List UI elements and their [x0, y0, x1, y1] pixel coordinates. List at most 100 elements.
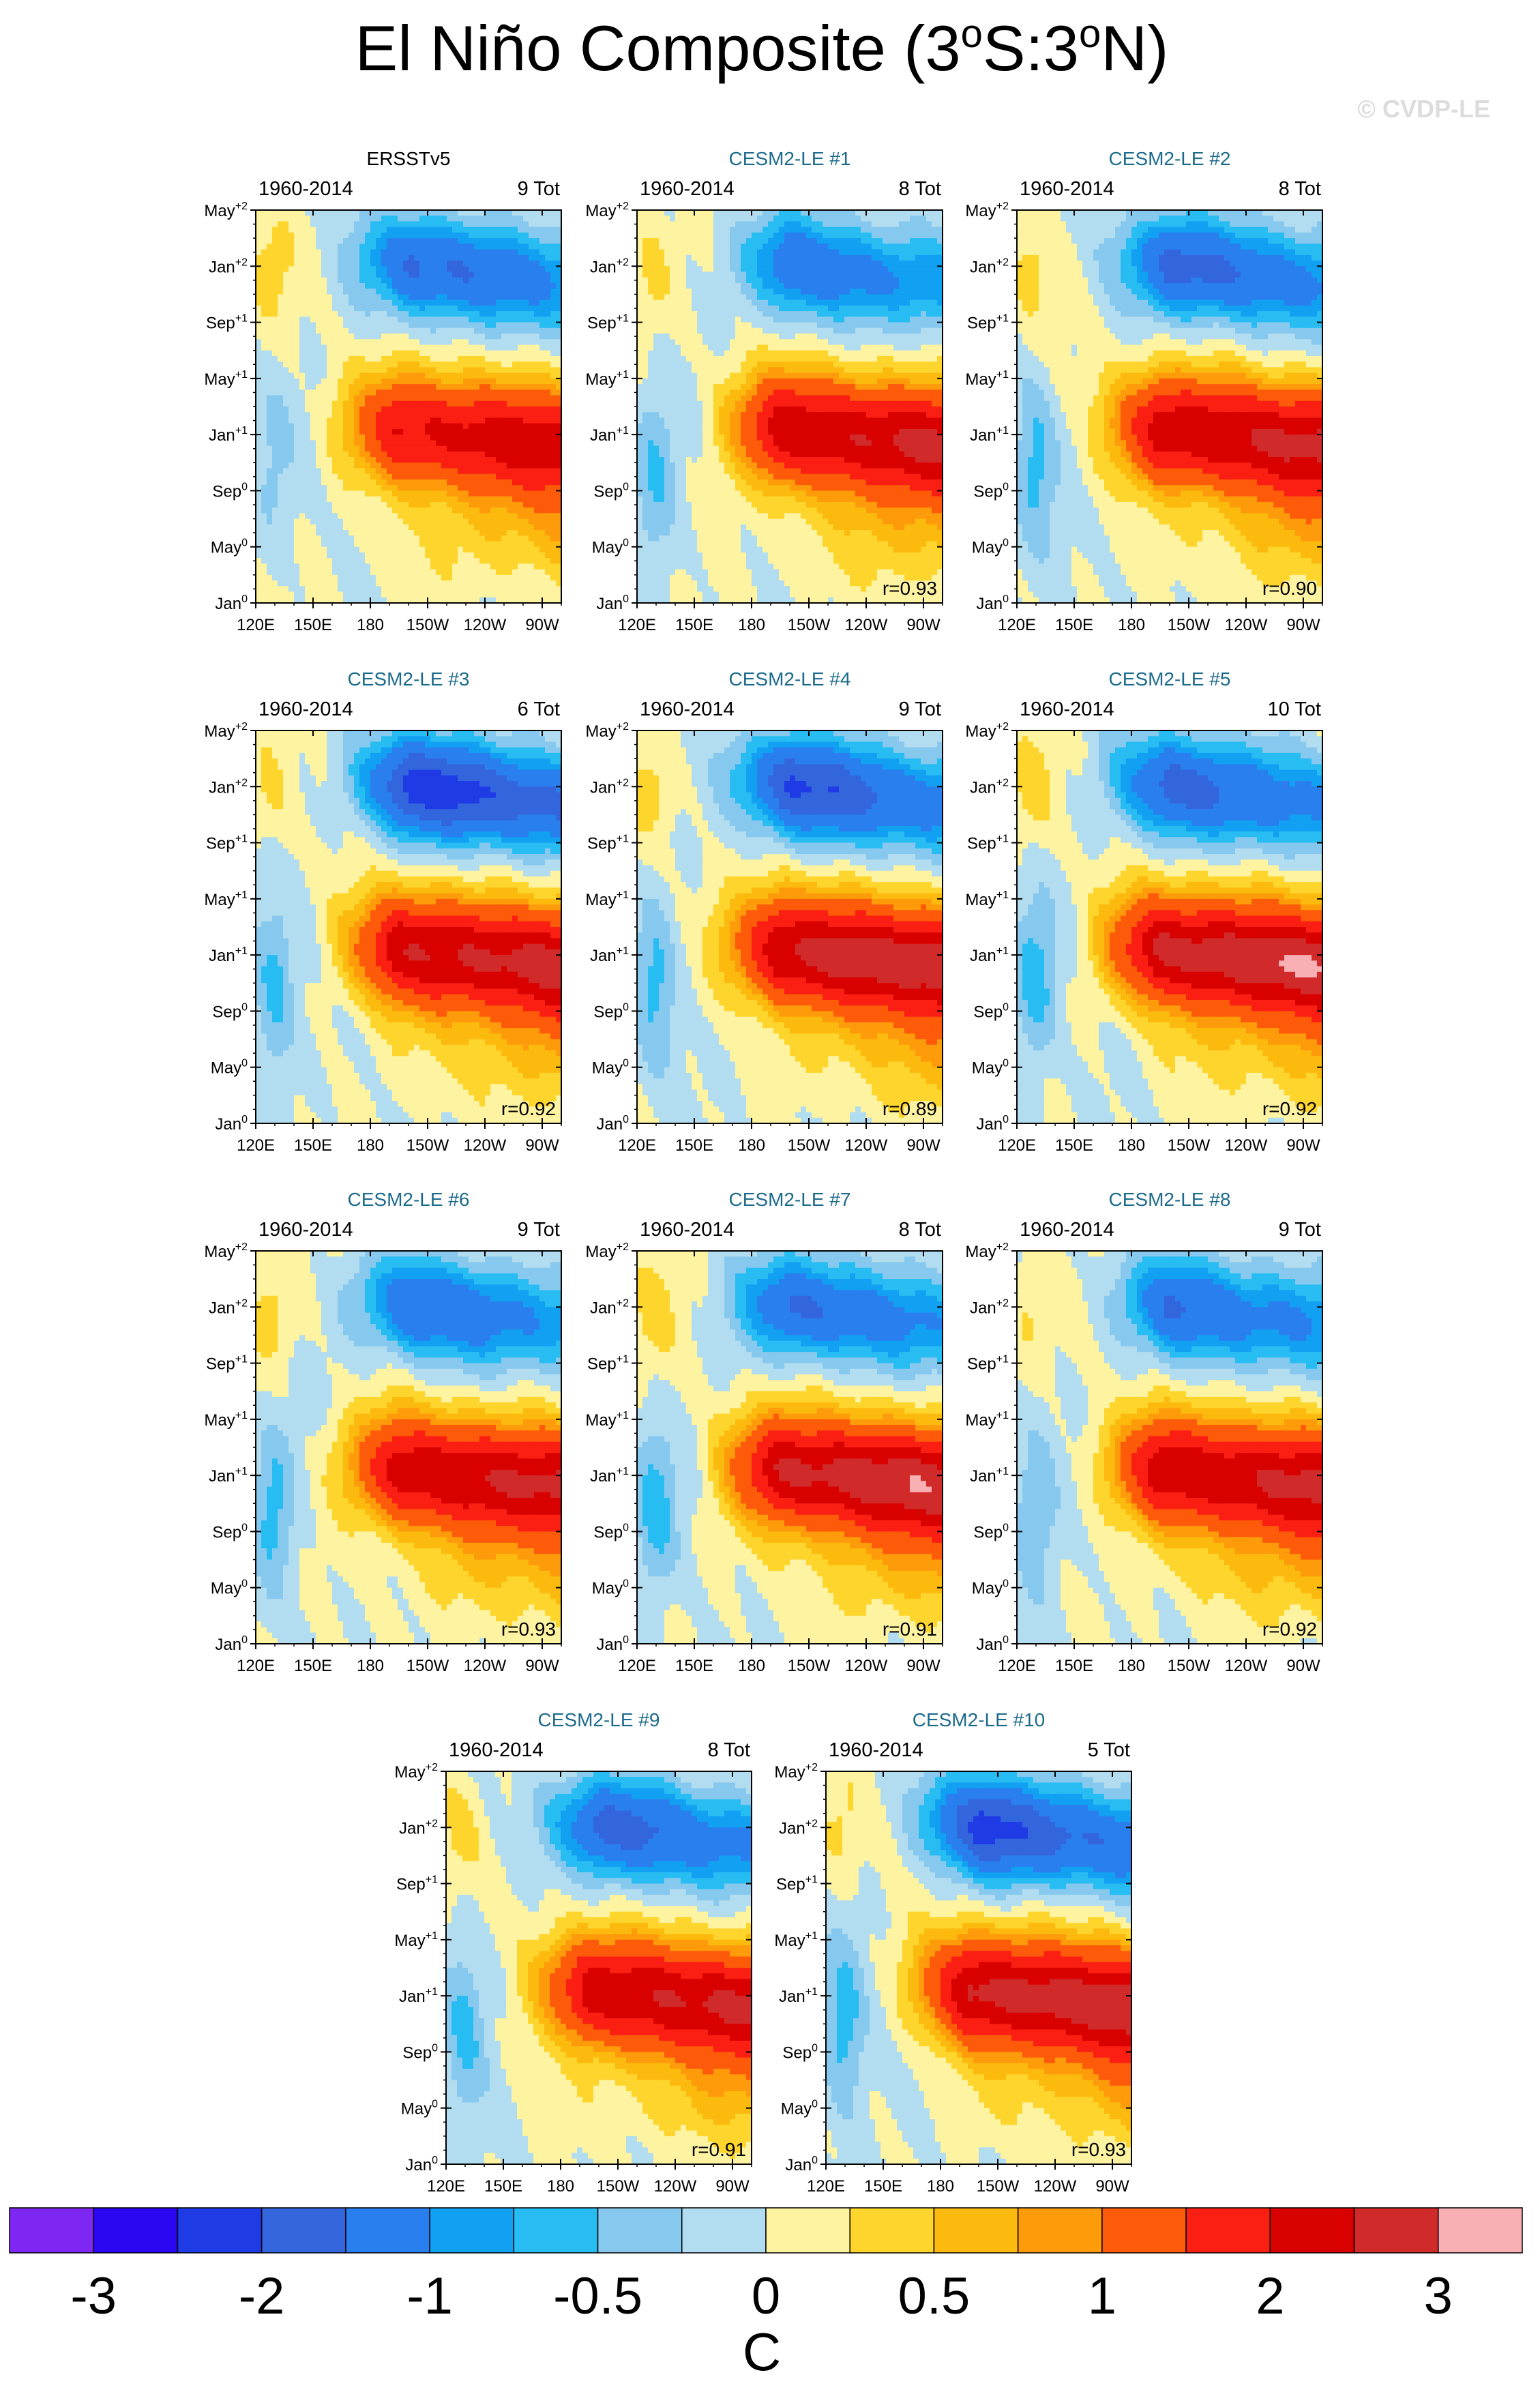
- heatmap-cell: [294, 384, 300, 390]
- heatmap-cell: [261, 473, 267, 480]
- heatmap-cell: [539, 339, 546, 346]
- heatmap-cell: [327, 513, 333, 520]
- heatmap-cell: [556, 322, 561, 329]
- heatmap-cell: [839, 294, 845, 301]
- heatmap-cell: [642, 210, 649, 216]
- heatmap-cell: [556, 316, 561, 323]
- heatmap-cell: [888, 271, 894, 278]
- heatmap-cell: [490, 473, 497, 480]
- heatmap-cell: [321, 574, 327, 581]
- heatmap-cell: [534, 407, 540, 413]
- heatmap-cell: [910, 226, 916, 233]
- heatmap-cell: [261, 400, 267, 407]
- heatmap-cell: [512, 428, 518, 435]
- heatmap-cell: [485, 513, 491, 520]
- heatmap-cell: [278, 316, 284, 323]
- heatmap-cell: [425, 535, 431, 542]
- heatmap-cell: [512, 277, 518, 284]
- heatmap-cell: [343, 238, 349, 244]
- heatmap-cell: [288, 389, 295, 396]
- heatmap-cell: [381, 316, 387, 323]
- heatmap-cell: [474, 490, 480, 497]
- heatmap-cell: [409, 597, 415, 603]
- heatmap-cell: [545, 518, 551, 525]
- heatmap-cell: [463, 289, 469, 295]
- heatmap-cell: [310, 473, 316, 480]
- heatmap-cell: [496, 501, 502, 508]
- heatmap-cell: [283, 496, 289, 503]
- heatmap-cell: [321, 569, 327, 576]
- heatmap-cell: [507, 451, 513, 458]
- heatmap-cell: [278, 261, 284, 267]
- heatmap-cell: [419, 334, 426, 340]
- heatmap-cell: [485, 535, 491, 542]
- heatmap-cell: [359, 327, 366, 334]
- heatmap-cell: [430, 462, 436, 469]
- heatmap-cell: [354, 490, 360, 497]
- heatmap-cell: [490, 372, 497, 379]
- heatmap-cell: [299, 423, 306, 430]
- heatmap-cell: [474, 327, 480, 334]
- heatmap-cell: [539, 546, 546, 553]
- heatmap-cell: [817, 261, 823, 267]
- heatmap-cell: [762, 277, 769, 284]
- heatmap-cell: [398, 254, 404, 261]
- heatmap-cell: [338, 344, 344, 351]
- heatmap-cell: [267, 591, 273, 598]
- heatmap-cell: [419, 518, 426, 525]
- heatmap-cell: [523, 249, 529, 256]
- heatmap-cell: [359, 434, 366, 441]
- heatmap-cell: [267, 524, 273, 531]
- heatmap-cell: [474, 261, 480, 267]
- heatmap-cell: [332, 395, 338, 402]
- heatmap-cell: [539, 266, 546, 273]
- heatmap-cell: [288, 339, 295, 346]
- heatmap-cell: [550, 558, 557, 564]
- heatmap-cell: [338, 501, 344, 508]
- heatmap-cell: [697, 271, 703, 278]
- heatmap-cell: [806, 261, 812, 267]
- heatmap-cell: [507, 216, 513, 222]
- heatmap-cell: [730, 277, 736, 284]
- heatmap-cell: [436, 395, 442, 402]
- heatmap-cell: [485, 344, 491, 351]
- heatmap-cell: [359, 428, 366, 435]
- heatmap-cell: [419, 417, 426, 424]
- heatmap-cell: [779, 271, 785, 278]
- heatmap-cell: [812, 216, 818, 222]
- heatmap-cell: [724, 238, 730, 244]
- heatmap-cell: [343, 226, 349, 233]
- heatmap-cell: [915, 282, 921, 289]
- heatmap-cell: [430, 344, 436, 351]
- heatmap-cell: [539, 473, 546, 480]
- heatmap-cell: [349, 334, 355, 340]
- heatmap-cell: [338, 334, 344, 340]
- heatmap-cell: [539, 311, 546, 317]
- heatmap-cell: [496, 294, 502, 301]
- heatmap-cell: [349, 507, 355, 514]
- heatmap-cell: [496, 546, 502, 553]
- heatmap-cell: [338, 238, 344, 244]
- heatmap-cell: [490, 513, 497, 520]
- heatmap-cell: [741, 243, 747, 250]
- heatmap-cell: [332, 530, 338, 536]
- heatmap-cell: [370, 289, 376, 295]
- heatmap-cell: [675, 232, 681, 239]
- heatmap-cell: [659, 271, 665, 278]
- heatmap-cell: [518, 389, 524, 396]
- heatmap-cell: [642, 289, 649, 295]
- heatmap-cell: [501, 389, 507, 396]
- heatmap-cell: [529, 457, 535, 463]
- heatmap-cell: [653, 221, 660, 228]
- heatmap-cell: [784, 254, 790, 261]
- heatmap-cell: [523, 367, 529, 374]
- heatmap-cell: [425, 412, 431, 419]
- heatmap-cell: [518, 327, 524, 334]
- heatmap-cell: [343, 569, 349, 576]
- heatmap-cell: [376, 407, 382, 413]
- heatmap-cell: [556, 518, 561, 525]
- heatmap-cell: [436, 378, 442, 385]
- heatmap-cell: [441, 316, 447, 323]
- heatmap-cell: [556, 496, 561, 503]
- heatmap-cell: [469, 282, 475, 289]
